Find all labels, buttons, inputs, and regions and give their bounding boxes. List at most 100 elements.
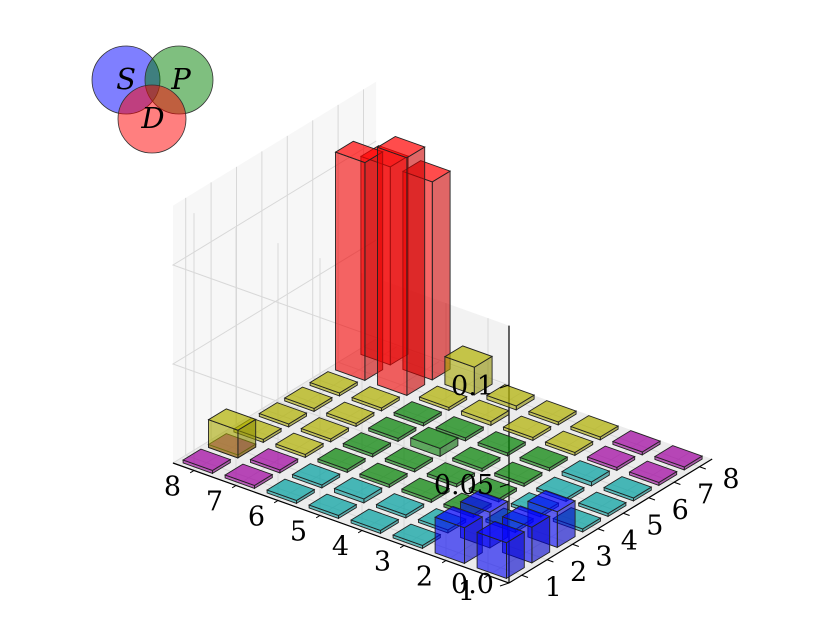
bar-top xyxy=(258,402,308,425)
bar-top xyxy=(333,477,383,500)
bar-top xyxy=(358,462,409,485)
x-tick-label: 3 xyxy=(595,542,612,573)
bar-5-4 xyxy=(451,446,501,473)
bar-4-8 xyxy=(258,402,308,428)
bar-6-4 xyxy=(477,431,527,457)
bar-top xyxy=(544,430,594,453)
right-wall-pane xyxy=(173,81,377,463)
y-tick-mark xyxy=(399,545,405,549)
z-tick-label: 0.0 xyxy=(451,569,494,600)
bar-top xyxy=(435,416,485,439)
y-tick-label: 7 xyxy=(206,487,223,518)
bar-8-2 xyxy=(611,430,662,456)
bar-4-7 xyxy=(300,417,350,443)
bar-2-6 xyxy=(291,463,341,489)
y-axis-line xyxy=(172,462,510,584)
bar-1-4 xyxy=(350,508,400,535)
z-tick-mark xyxy=(499,582,510,587)
y-tick-label: 1 xyxy=(458,577,475,608)
grid-line xyxy=(171,239,510,485)
bar-2-4 xyxy=(375,493,425,519)
bar-top xyxy=(459,490,509,513)
bar-3-6 xyxy=(316,447,367,474)
bar-top xyxy=(628,460,678,483)
bar-5-3 xyxy=(493,461,543,488)
y-tick-mark xyxy=(483,575,489,579)
y-tick-label: 2 xyxy=(416,562,433,593)
bar-top xyxy=(577,491,627,514)
x-tick-mark xyxy=(699,466,706,470)
bar-top xyxy=(300,417,350,440)
y-tick-mark xyxy=(273,500,279,504)
z-tick-mark xyxy=(499,483,510,488)
bar-top xyxy=(376,136,426,159)
x-tick-label: 4 xyxy=(621,526,638,557)
bar-top xyxy=(375,493,425,516)
bar-top xyxy=(477,431,527,454)
y-tick-mark xyxy=(231,485,237,489)
bar-6-8 xyxy=(309,371,359,397)
x-axis-line xyxy=(508,458,713,584)
bar-top xyxy=(611,430,662,453)
bar-6-2 xyxy=(561,460,611,487)
bar-7-4 xyxy=(502,415,552,442)
bar-top xyxy=(476,520,526,544)
bar-6-1 xyxy=(603,476,653,502)
bar-top xyxy=(316,447,367,470)
bar-top xyxy=(266,478,316,501)
bar-7-1 xyxy=(628,460,678,487)
bar-2-8 xyxy=(207,408,257,459)
bar-5-1 xyxy=(577,491,627,518)
bar-6-7 xyxy=(351,386,401,412)
y-tick-mark xyxy=(189,470,195,474)
bar-7-7 xyxy=(376,136,426,397)
venn-label-d: D xyxy=(140,101,164,135)
bar-top xyxy=(207,408,257,431)
x-tick-label: 5 xyxy=(646,511,663,542)
bar-2-7 xyxy=(249,448,299,474)
bar-face xyxy=(406,146,426,397)
bar-face xyxy=(431,170,451,381)
x-tick-mark xyxy=(597,528,605,532)
bar-top xyxy=(526,489,577,513)
y-tick-label: 8 xyxy=(164,472,181,503)
x-tick-mark xyxy=(623,512,630,516)
bar-1-6 xyxy=(266,478,316,505)
bar-top xyxy=(409,426,459,449)
bar-top xyxy=(569,415,620,438)
x-tick-label: 1 xyxy=(545,573,562,604)
bar-4-4 xyxy=(426,462,476,488)
y-tick-label: 3 xyxy=(374,547,391,578)
bar-top xyxy=(384,447,434,470)
x-tick-label: 7 xyxy=(697,480,714,511)
bar-8-6 xyxy=(443,345,494,396)
bar-top xyxy=(426,462,476,485)
z-tick-mark xyxy=(499,384,510,389)
z-tick-label: 0.05 xyxy=(434,470,494,501)
venn-label-p: P xyxy=(170,62,191,96)
x-tick-label: 2 xyxy=(570,557,587,588)
venn-legend: S PD xyxy=(91,45,214,154)
bar-8-4 xyxy=(527,400,578,426)
x-tick-label: 8 xyxy=(722,464,739,495)
bar-7-3 xyxy=(544,430,594,457)
y-tick-mark xyxy=(357,530,363,534)
bar-top xyxy=(502,415,552,438)
bar-top xyxy=(274,432,325,455)
x-tick-mark xyxy=(521,574,529,578)
bar-8-1 xyxy=(653,445,704,471)
bar-top xyxy=(342,432,392,455)
bar-top xyxy=(283,386,333,409)
bar-6-6 xyxy=(393,401,443,427)
x-tick-mark xyxy=(546,559,554,563)
bar-3-7 xyxy=(274,432,325,459)
bar-5-5 xyxy=(409,426,459,458)
y-tick-label: 6 xyxy=(248,502,265,533)
bar-7-8 xyxy=(334,140,384,382)
bar-3-4 xyxy=(400,477,451,504)
bar-8-5 xyxy=(485,384,536,411)
bar-top xyxy=(603,476,653,499)
bar-top xyxy=(527,400,578,423)
